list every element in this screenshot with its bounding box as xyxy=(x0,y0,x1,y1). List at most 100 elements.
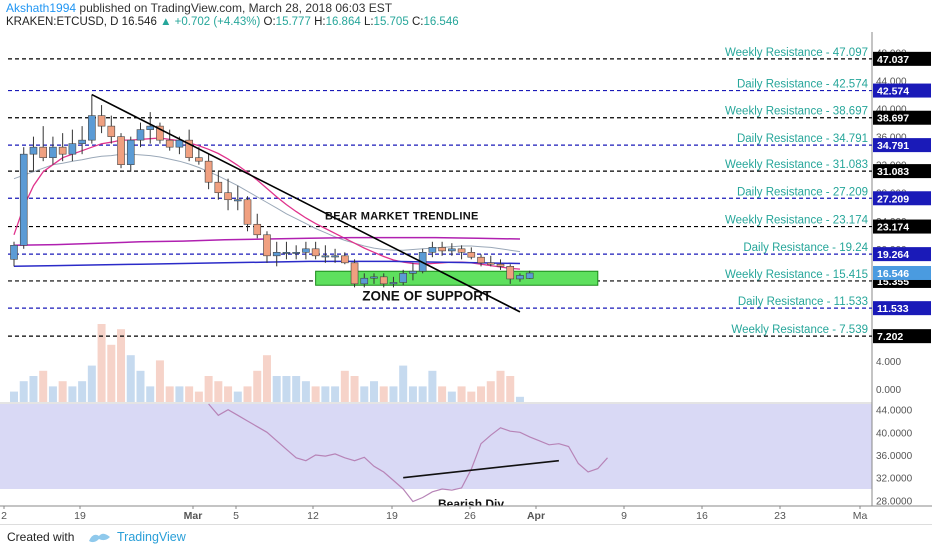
volume-bar xyxy=(97,324,106,402)
time-tick-label: 19 xyxy=(74,510,86,522)
candle-body xyxy=(39,146,47,158)
price-tag-bg xyxy=(873,164,931,179)
candle-body xyxy=(525,272,534,279)
rsi-tick-label: 32.0000 xyxy=(876,474,913,485)
volume-bar xyxy=(486,381,495,402)
volume-bar xyxy=(39,370,48,402)
volume-bar xyxy=(447,391,456,402)
candle-body xyxy=(214,181,223,194)
volume-bar xyxy=(379,386,388,402)
high-label: H: xyxy=(314,16,326,28)
price-tick-label: 44.000 xyxy=(876,77,907,88)
candle-body xyxy=(78,139,86,144)
volume-bar xyxy=(117,329,126,402)
candle-body xyxy=(126,139,135,165)
level-label: Daily Resistance - 11.533 xyxy=(738,296,868,308)
open-label: O: xyxy=(263,16,276,28)
candle-body xyxy=(389,282,398,285)
volume-bar xyxy=(194,391,203,402)
candle-body xyxy=(428,247,437,253)
volume-bar xyxy=(389,386,398,402)
chart-header: Akshath1994 published on TradingView.com… xyxy=(0,0,932,32)
ohlc-legend: KRAKEN:ETCUSD, D 16.546 ▲ +0.702 (+4.43%… xyxy=(6,16,459,28)
level-label: Daily Resistance - 42.574 xyxy=(737,79,869,91)
volume-bar xyxy=(370,381,379,402)
volume-bar xyxy=(360,386,369,402)
time-tick-label: 23 xyxy=(774,510,786,522)
published-text: published on TradingView.com, March 28, … xyxy=(79,1,393,15)
volume-bar xyxy=(418,386,427,402)
volume-bar xyxy=(78,381,87,402)
candle-body xyxy=(292,252,300,254)
level-label: Weekly Resistance - 47.097 xyxy=(725,47,868,59)
candle-body xyxy=(263,234,271,257)
candle-body xyxy=(331,255,339,258)
volume-bar xyxy=(146,386,155,402)
rsi-tick-label: 44.0000 xyxy=(876,406,913,417)
volume-bar xyxy=(262,355,271,402)
volume-bar xyxy=(185,386,194,402)
rsi-tick-label: 40.0000 xyxy=(876,428,913,439)
candle-body xyxy=(29,146,38,155)
price-tag-bg xyxy=(873,329,931,344)
candle-body xyxy=(165,139,174,148)
volume-bar xyxy=(282,376,291,402)
volume-bar xyxy=(19,381,28,402)
volume-bar xyxy=(58,381,67,402)
price-tag-bg xyxy=(873,219,931,234)
candle-body xyxy=(88,115,96,141)
time-tick-label: 5 xyxy=(233,510,239,522)
candle-body xyxy=(516,275,524,280)
price-tag-bg xyxy=(873,247,931,262)
candle-body xyxy=(486,262,495,265)
candle-body xyxy=(117,136,125,165)
price-tag-bg xyxy=(873,191,931,206)
volume-bar xyxy=(340,370,349,402)
volume-bar xyxy=(204,376,213,402)
symbol-label: KRAKEN:ETCUSD, D xyxy=(6,16,119,28)
price-tag-label: 27.209 xyxy=(877,193,909,205)
candle-body xyxy=(467,252,476,258)
volume-bar xyxy=(272,376,281,402)
level-label: Weekly Resistance - 15.415 xyxy=(725,269,868,281)
high-value: 16.864 xyxy=(325,16,361,28)
candle-body xyxy=(321,255,330,258)
footer: Created with TradingView xyxy=(0,524,932,551)
trendline-label: BEAR MARKET TRENDLINE xyxy=(325,210,479,222)
volume-bar xyxy=(311,386,320,402)
rsi-band xyxy=(0,404,872,489)
price-tag-label: 7.202 xyxy=(877,331,903,343)
candle-body xyxy=(107,125,116,137)
volume-bar xyxy=(331,386,340,402)
price-chart[interactable]: Weekly Resistance - 47.097 Daily Resistan… xyxy=(0,32,932,524)
volume-bar xyxy=(399,365,408,402)
volume-bar xyxy=(457,386,466,402)
volume-bar xyxy=(165,386,174,402)
rsi-line xyxy=(208,403,608,503)
candle-body xyxy=(156,125,164,141)
current-price-tag: 16.546 xyxy=(877,268,909,280)
volume-bar xyxy=(350,376,359,402)
volume-bar xyxy=(136,370,145,402)
price-tag-bg xyxy=(873,110,931,125)
volume-bar xyxy=(87,365,96,402)
candle-body xyxy=(58,146,67,155)
candle-body xyxy=(370,276,378,279)
volume-bar xyxy=(428,370,437,402)
time-tick-label: Apr xyxy=(527,510,545,522)
author-link[interactable]: Akshath1994 xyxy=(6,1,77,15)
zone-of-support-label: ZONE OF SUPPORT xyxy=(362,288,492,303)
volume-bar xyxy=(214,381,223,402)
level-label: Weekly Resistance - 31.083 xyxy=(725,159,868,171)
volume-bar xyxy=(233,391,242,402)
rsi-divergence-line xyxy=(403,459,559,479)
time-tick-label: 16 xyxy=(696,510,708,522)
time-tick-label: 26 xyxy=(464,510,476,522)
volume-bar xyxy=(10,391,18,402)
time-axis-bg xyxy=(0,506,932,524)
volume-bar xyxy=(155,360,164,402)
low-value: 15.705 xyxy=(373,16,409,28)
rsi-tick-label: 28.0000 xyxy=(876,496,913,507)
tradingview-brand[interactable]: TradingView xyxy=(117,530,186,544)
candle-body xyxy=(224,192,232,201)
